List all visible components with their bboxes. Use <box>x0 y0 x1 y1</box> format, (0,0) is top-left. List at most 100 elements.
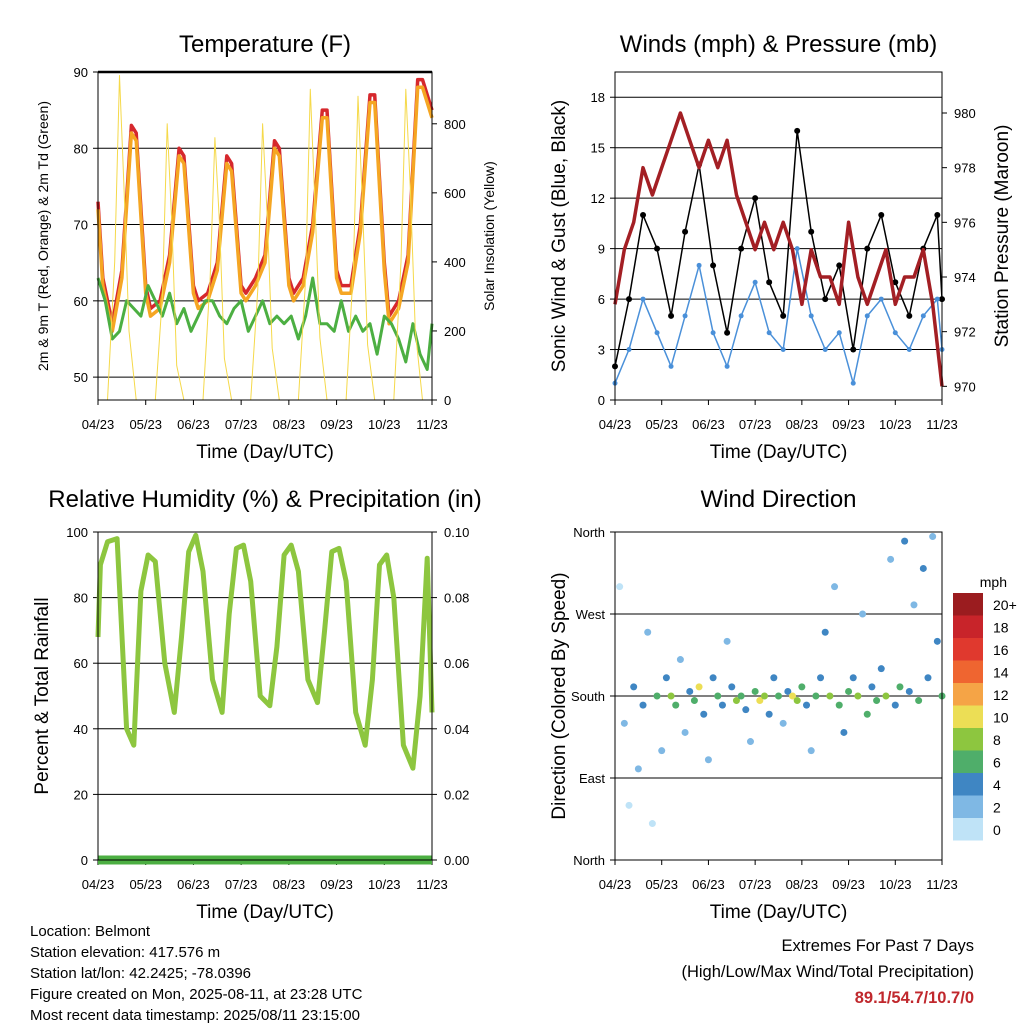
direction-point <box>854 692 862 700</box>
direction-point <box>924 674 932 682</box>
x-tick-label: 09/23 <box>832 417 865 432</box>
latlon-text: Station lat/lon: 42.2425; -78.0396 <box>30 965 252 982</box>
legend-label: 4 <box>993 777 1001 793</box>
plot-frame <box>614 71 943 401</box>
direction-point <box>891 701 899 709</box>
wind-point <box>682 228 689 235</box>
plot-frame <box>614 531 943 861</box>
direction-point <box>760 692 768 700</box>
direction-point <box>840 728 848 736</box>
y-tick-label: West <box>576 607 606 622</box>
direction-point <box>807 747 815 755</box>
direction-point <box>625 801 633 809</box>
y-right-tick-label: 970 <box>954 379 976 394</box>
wind-point <box>864 245 871 252</box>
x-tick-label: 06/23 <box>177 877 210 892</box>
wind-point <box>626 296 633 303</box>
y-right-tick-label: 0.02 <box>444 787 469 802</box>
x-tick-label: 06/23 <box>692 877 725 892</box>
wind-point <box>850 380 856 386</box>
direction-point <box>644 628 652 636</box>
y-right-tick-label: 0.04 <box>444 722 469 737</box>
direction-point <box>751 687 759 695</box>
x-tick-label: 07/23 <box>739 417 772 432</box>
series-line <box>96 276 434 371</box>
chart-title: Winds (mph) & Pressure (mb) <box>620 31 937 58</box>
x-tick-label: 09/23 <box>832 877 865 892</box>
direction-point <box>915 697 923 705</box>
wind-point <box>780 312 787 319</box>
wind-point <box>850 346 857 353</box>
legend-swatch <box>953 773 983 796</box>
direction-point <box>700 710 708 718</box>
direction-point <box>775 692 782 700</box>
y-tick-label: East <box>579 771 605 786</box>
wind-point <box>668 363 674 369</box>
wind-point <box>626 347 632 353</box>
y-tick-label: 80 <box>74 141 88 156</box>
legend-swatch <box>953 683 983 706</box>
x-tick-label: 04/23 <box>82 417 115 432</box>
direction-point <box>798 683 806 691</box>
direction-point <box>793 697 801 705</box>
chart-title: Wind Direction <box>700 486 856 513</box>
direction-point <box>704 756 712 764</box>
wind-point <box>654 330 660 336</box>
y-tick-label: 0 <box>598 393 605 408</box>
x-tick-label: 05/23 <box>645 877 678 892</box>
x-tick-label: 10/23 <box>879 877 912 892</box>
recent-text: Most recent data timestamp: 2025/08/11 2… <box>30 1007 360 1024</box>
direction-point <box>812 692 820 700</box>
plot-frame <box>97 531 433 861</box>
direction-point <box>826 692 834 700</box>
legend-swatch <box>953 615 983 638</box>
x-tick-label: 06/23 <box>692 417 725 432</box>
x-tick-label: 08/23 <box>786 417 819 432</box>
direction-point <box>845 687 853 695</box>
x-tick-label: 05/23 <box>645 417 678 432</box>
wind-point <box>766 330 772 336</box>
y-axis-label: 2m & 9m T (Red, Orange) & 2m Td (Green) <box>35 101 51 371</box>
x-tick-label: 05/23 <box>129 877 162 892</box>
direction-point <box>929 533 937 541</box>
direction-point <box>676 656 684 664</box>
direction-point <box>896 683 904 691</box>
y-tick-label: 90 <box>74 65 88 80</box>
y-right-tick-label: 600 <box>444 186 466 201</box>
y-tick-label: 18 <box>591 90 605 105</box>
wind-point <box>710 330 716 336</box>
legend-swatch <box>953 638 983 661</box>
station-info: Location: Belmont Station elevation: 417… <box>30 921 362 1026</box>
y-tick-label: 6 <box>598 292 605 307</box>
direction-point <box>667 692 675 700</box>
direction-point <box>714 692 722 700</box>
y-right-tick-label: 0 <box>444 393 451 408</box>
direction-point <box>630 683 638 691</box>
wind-point <box>808 228 815 235</box>
direction-point <box>634 765 642 773</box>
wind-point <box>682 313 688 319</box>
direction-point <box>662 674 670 682</box>
legend-swatch <box>953 728 983 751</box>
y-right-axis-label: Station Pressure (Maroon) <box>992 125 1013 348</box>
wind-point <box>836 330 842 336</box>
direction-point <box>789 692 797 700</box>
y-right-tick-label: 0.00 <box>444 853 469 868</box>
legend-swatch <box>953 795 983 818</box>
x-tick-label: 08/23 <box>273 417 306 432</box>
legend-swatch <box>953 705 983 728</box>
direction-point <box>859 610 867 618</box>
x-tick-label: 08/23 <box>273 877 306 892</box>
wind-point <box>738 313 744 319</box>
wind-point <box>808 313 814 319</box>
direction-point <box>877 665 885 673</box>
wind-point <box>780 347 786 353</box>
x-tick-label: 11/23 <box>416 417 448 432</box>
chart-title: Temperature (F) <box>179 31 351 58</box>
direction-point <box>732 697 740 705</box>
elevation-text: Station elevation: 417.576 m <box>30 944 221 961</box>
x-tick-label: 04/23 <box>599 877 632 892</box>
y-tick-label: 15 <box>591 141 605 156</box>
legend-label: 14 <box>993 665 1009 681</box>
y-axis-label: Percent & Total Rainfall <box>32 597 53 794</box>
